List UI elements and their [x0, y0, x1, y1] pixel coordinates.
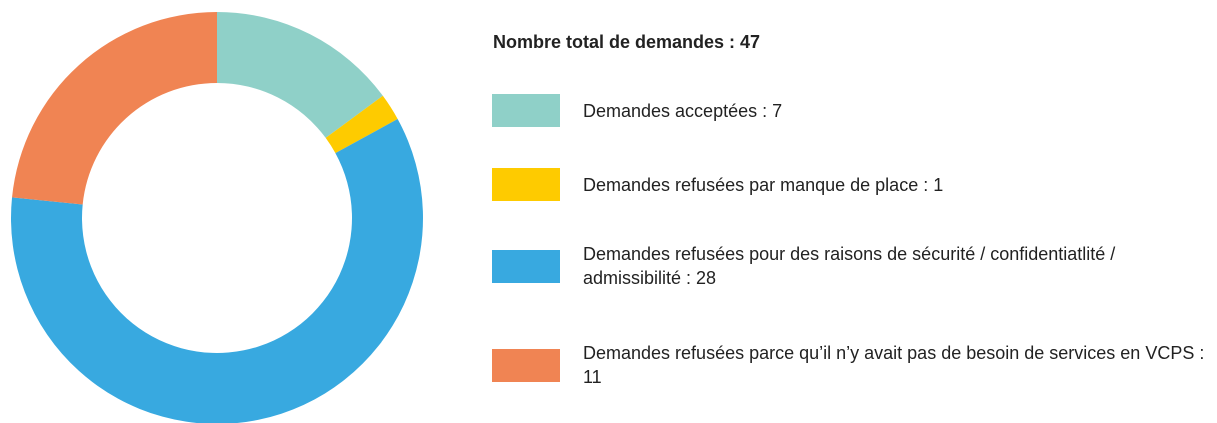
chart-title: Nombre total de demandes : 47 [493, 32, 761, 52]
legend-label: Demandes acceptées : 7 [583, 100, 783, 121]
legend-swatch [492, 168, 560, 201]
legend-item: Demandes acceptées : 7 [492, 94, 1208, 127]
legend-swatch [492, 249, 560, 283]
legend-swatch [492, 348, 560, 382]
legend-swatch [492, 94, 560, 127]
legend-label: Demandes refusées par manque de place : … [583, 174, 944, 195]
legend-item: Demandes refusées pour des raisons de sé… [492, 242, 1208, 290]
donut-segment [11, 119, 423, 423]
donut-segment [12, 12, 217, 205]
legend-item: Demandes refusées par manque de place : … [492, 168, 1208, 201]
legend-label: Demandes refusées pour des raisons de sé… [583, 244, 1116, 288]
donut-segment [217, 12, 383, 138]
chart [11, 12, 423, 423]
legend-item: Demandes refusées parce qu’il n’y avait … [492, 341, 1208, 389]
legend-label: Demandes refusées parce qu’il n’y avait … [583, 343, 1205, 387]
donut-segment [325, 95, 398, 154]
